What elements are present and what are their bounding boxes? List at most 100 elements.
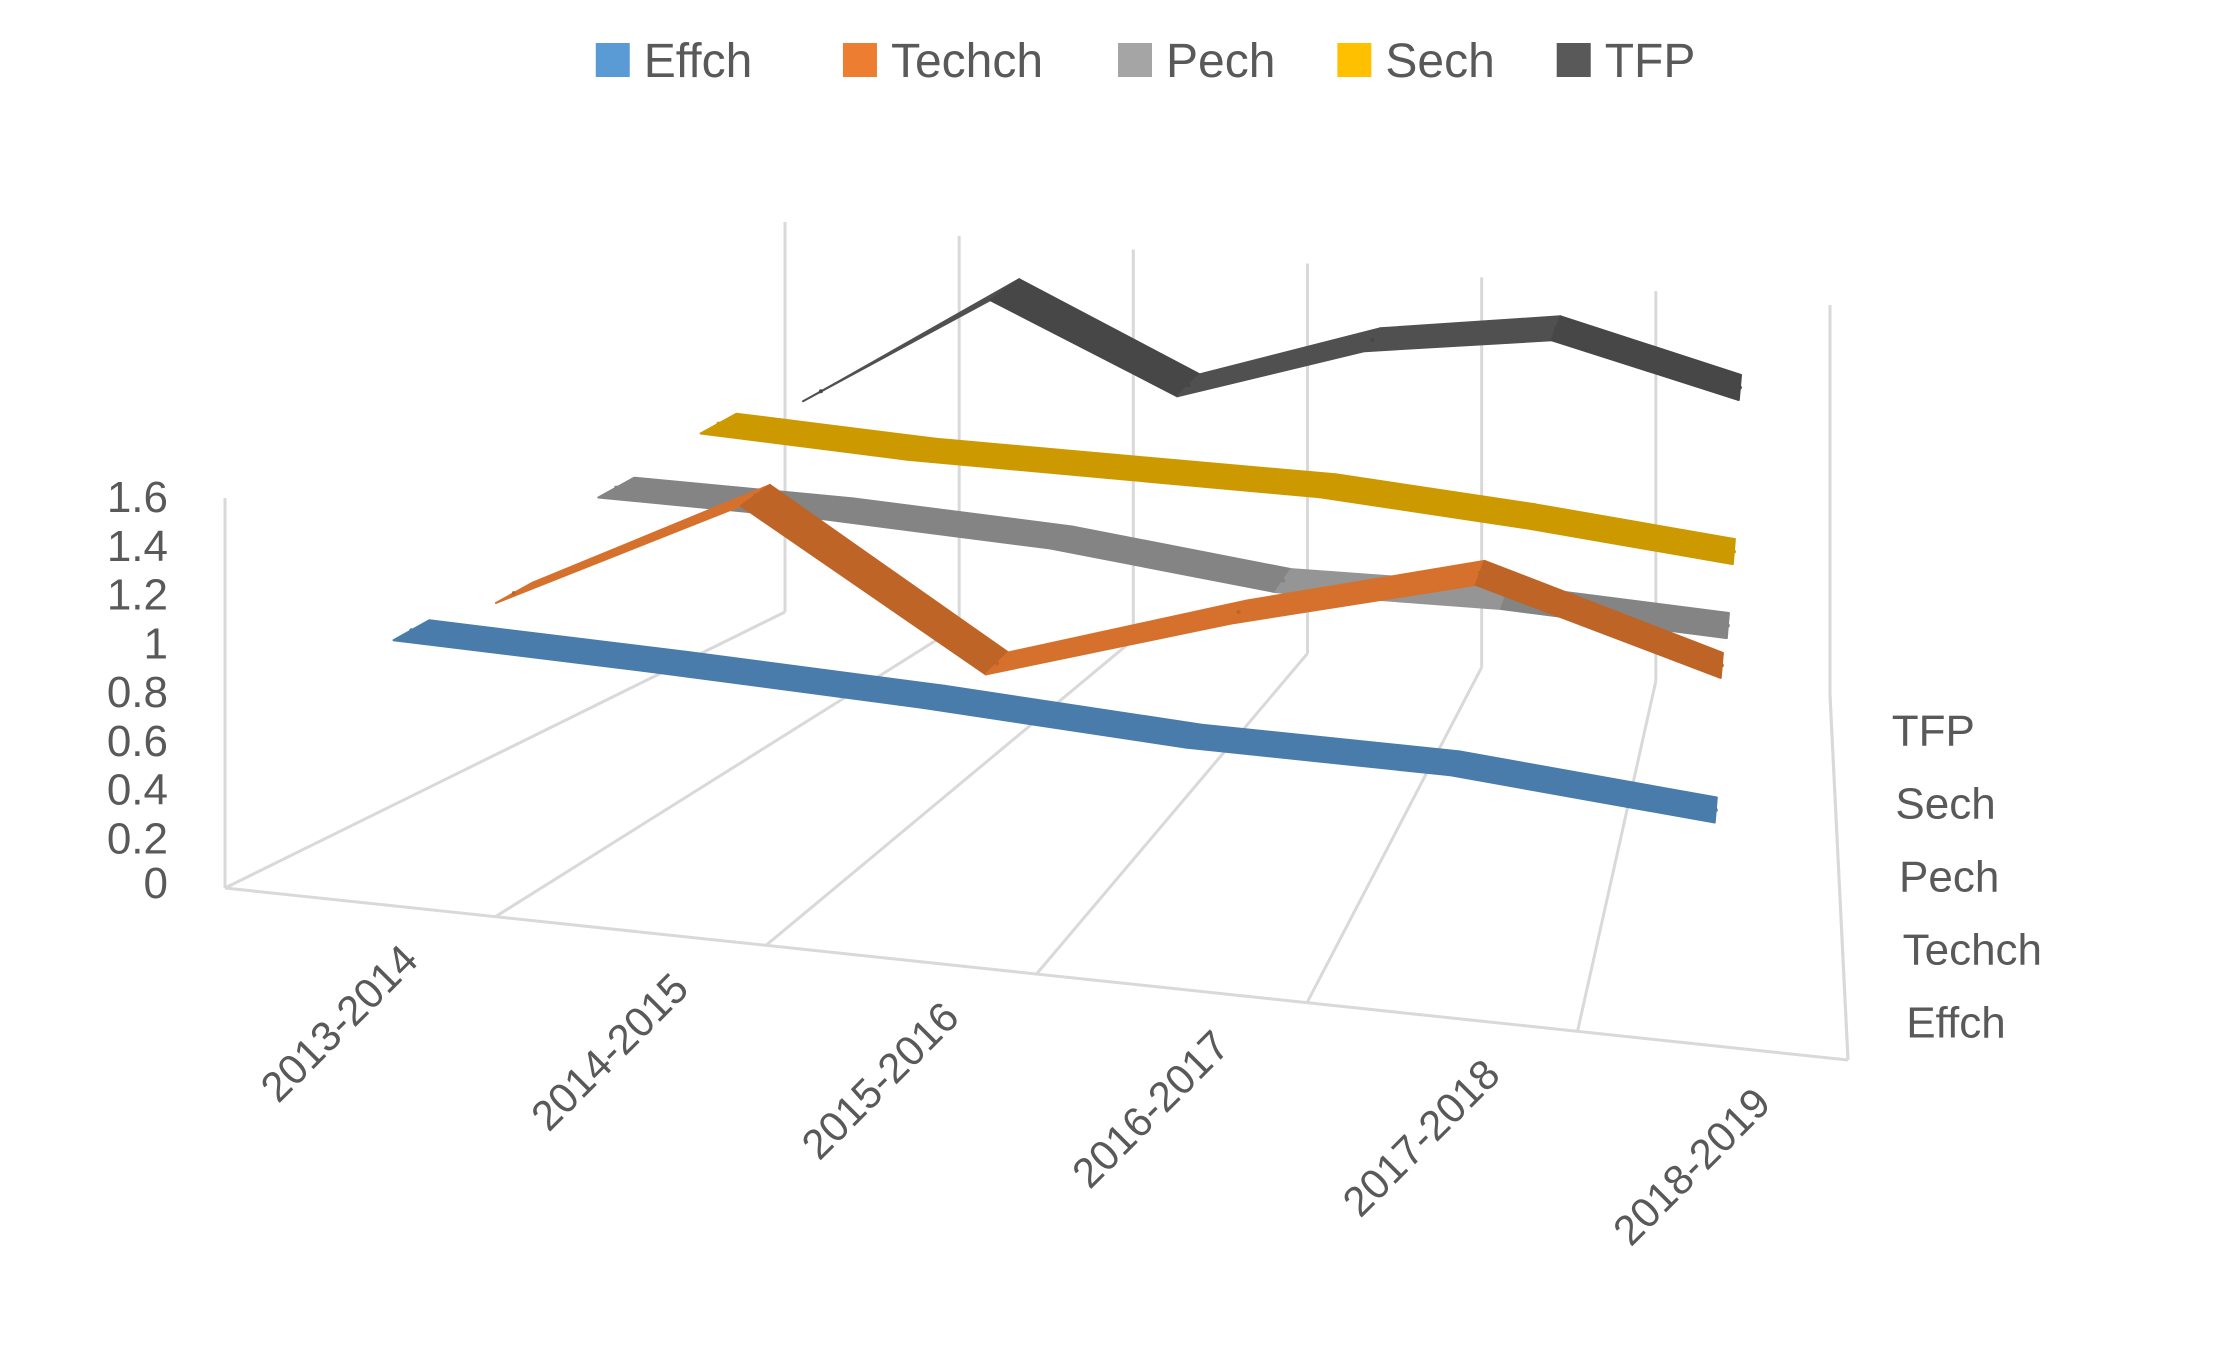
data-point-pech-2018-2019 [1725,623,1730,628]
legend-label: Pech [1166,35,1275,88]
ribbon-segment-tfp-2 [989,278,1201,398]
data-point-pech-2014-2015 [836,506,841,511]
data-point-tfp-2015-2016 [1186,383,1191,388]
legend-label: Sech [1385,35,1494,88]
x-axis: 2013-2014 2014-2015 2015-2016 2016-2017 2017… [251,935,1779,1254]
legend-label: Effch [644,35,753,88]
x-tick-label-2017-2018: 2017-2018 [1333,1050,1508,1225]
legend-item-sech: Sech [1337,35,1495,88]
data-point-techch-2018-2019 [1719,663,1724,668]
ribbon-segment-effch-5 [1449,750,1718,824]
legend: Effch Techch Pech Sech TFP [595,35,1696,88]
floor-gridline [765,638,1135,947]
y-tick-label: 0 [144,859,168,908]
y-tick-label: 1.2 [107,571,168,620]
floor-gridline [1305,666,1483,1004]
data-point-techch-2015-2016 [995,661,999,666]
data-point-effch-2014-2015 [670,660,675,665]
data-point-pech-2015-2016 [1058,535,1063,540]
series-techch [494,484,1724,679]
ribbon-segment-effch-3 [921,684,1203,749]
depth-label-effch: Effch [1906,999,2005,1048]
data-point-tfp-2013-2014 [818,389,823,394]
ribbon-segment-tfp-5 [1550,315,1742,401]
series-sech [699,412,1736,566]
legend-item-techch: Techch [842,35,1043,88]
ribbon-segment-sech-5 [1525,503,1736,566]
ribbon-segment-techch-5 [1474,559,1724,679]
ribbon-segment-sech-3 [1112,455,1337,499]
ribbon-segment-pech-1 [597,476,854,521]
data-point-sech-2016-2017 [1325,483,1330,488]
y-tick-label: 0.6 [107,717,168,766]
depth-label-techch: Techch [1903,926,2042,975]
y-tick-label: 0.2 [107,814,168,863]
depth-axis: Effch Techch Pech Sech TFP [1892,707,2042,1048]
ribbon-segment-effch-1 [392,619,688,674]
plot-area [392,278,1742,824]
data-point-techch-2016-2017 [1236,610,1241,615]
data-point-effch-2018-2019 [1713,808,1718,812]
floor-gridline [1035,652,1309,975]
ribbon-segment-sech-2 [906,437,1137,480]
x-tick-label-2014-2015: 2014-2015 [522,964,697,1139]
ribbon-segment-pech-3 [1048,525,1292,594]
data-point-pech-2013-2014 [614,485,619,490]
data-point-sech-2018-2019 [1731,549,1736,554]
legend-swatch [1118,43,1152,77]
x-tick-label-2013-2014: 2013-2014 [251,935,426,1110]
floor-gridline [494,624,960,918]
legend-swatch [595,43,630,77]
legend-swatch [1337,43,1372,77]
data-point-sech-2013-2014 [716,421,721,426]
y-tick-label: 1.6 [107,473,168,522]
ribbon-segment-techch-3 [984,599,1248,676]
legend-item-tfp: TFP [1556,35,1696,88]
ribbon-segment-effch-4 [1185,723,1461,777]
floor-gridline [1576,680,1658,1032]
category-axis-line [224,886,1849,1062]
ribbon-segment-sech-1 [699,412,938,461]
ribbon-segment-techch-1 [494,484,771,604]
y-tick-label: 1 [144,619,168,668]
x-tick-label-2015-2016: 2015-2016 [792,993,967,1168]
y-tick-label: 0.4 [107,766,168,815]
data-point-tfp-2017-2018 [1554,326,1559,331]
series-tfp [802,278,1742,403]
depth-label-sech: Sech [1895,780,1995,829]
data-point-tfp-2016-2017 [1370,337,1375,342]
legend-label: Techch [891,35,1043,88]
data-point-sech-2017-2018 [1528,514,1533,519]
x-tick-label-2018-2019: 2018-2019 [1604,1079,1779,1254]
legend-item-pech: Pech [1118,35,1275,88]
legend-swatch [842,43,877,77]
data-point-tfp-2014-2015 [1002,287,1007,292]
data-point-effch-2015-2016 [931,694,936,699]
data-point-techch-2017-2018 [1478,570,1483,575]
depth-label-tfp: TFP [1892,707,1975,756]
ribbon-segment-sech-4 [1318,473,1537,530]
legend-label: TFP [1605,35,1696,88]
data-point-effch-2016-2017 [1192,734,1196,739]
y-axis: 00.20.40.60.811.21.41.6 [107,473,168,908]
legend-item-effch: Effch [595,35,753,88]
data-point-sech-2015-2016 [1122,465,1127,470]
depth-label-pech: Pech [1899,853,1999,902]
ribbon-segment-pech-2 [823,497,1073,550]
x-tick-label-2016-2017: 2016-2017 [1063,1021,1238,1196]
depth-axis-line [1828,694,1850,1061]
data-point-sech-2014-2015 [919,447,924,452]
data-point-pech-2016-2017 [1281,578,1286,583]
data-point-effch-2017-2018 [1452,761,1457,766]
data-point-tfp-2018-2019 [1737,385,1742,390]
data-point-effch-2013-2014 [409,628,414,633]
y-tick-label: 1.4 [107,522,168,571]
legend-swatch [1556,43,1591,77]
y-tick-label: 0.8 [107,668,168,717]
data-point-techch-2014-2015 [753,493,758,498]
ribbon-segment-tfp-1 [802,278,1021,403]
ribbon-segment-effch-2 [656,650,946,709]
series-effch [392,619,1718,824]
ribbon-segment-tfp-3 [1176,327,1382,398]
